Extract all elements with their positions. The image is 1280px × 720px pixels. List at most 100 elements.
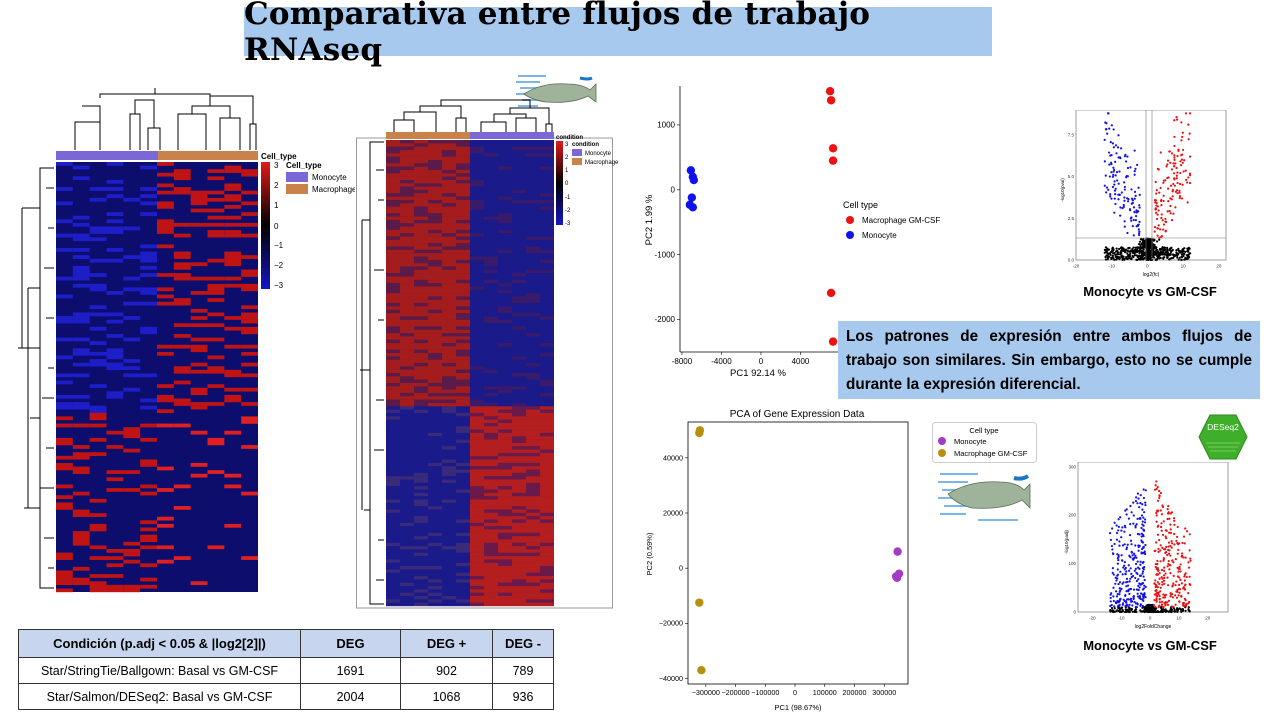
heatmap-cell — [498, 512, 512, 517]
heatmap-cell — [456, 256, 470, 261]
volcano-point — [1142, 575, 1145, 578]
volcano-point — [1153, 245, 1156, 248]
volcano-point — [1173, 610, 1177, 613]
volcano-point — [1179, 160, 1182, 163]
heatmap-cell — [526, 196, 540, 201]
heatmap-cell — [484, 462, 498, 467]
heatmap-cell — [207, 258, 225, 263]
heatmap-cell — [484, 336, 498, 340]
volcano-point — [1179, 563, 1182, 566]
heatmap-cell — [442, 293, 456, 297]
volcano-point — [1140, 526, 1143, 530]
volcano-point — [1135, 556, 1138, 559]
heatmap-cell — [56, 502, 73, 507]
heatmap-cell — [414, 256, 428, 261]
heatmap-cell — [470, 546, 484, 550]
heatmap-cell — [414, 492, 428, 497]
heatmap-cell — [512, 353, 526, 357]
heatmap-cell — [498, 246, 512, 251]
heatmap-cell — [442, 243, 456, 247]
volcano-point — [1131, 554, 1134, 557]
heatmap-cell — [512, 329, 526, 334]
heatmap-cell — [428, 356, 442, 360]
heatmap-cell — [442, 589, 456, 593]
heatmap-cell — [414, 209, 428, 214]
heatmap-cell — [386, 456, 400, 460]
heatmap-cell — [72, 452, 90, 457]
heatmap-cell — [414, 566, 428, 570]
heatmap-cell — [386, 576, 400, 580]
heatmap-cell — [414, 509, 428, 513]
heatmap-cell — [540, 519, 554, 523]
volcano-point — [1135, 496, 1138, 499]
heatmap-cell — [484, 436, 498, 440]
x-tick-label: 20 — [1205, 616, 1211, 621]
volcano-point — [1160, 247, 1164, 250]
heatmap-cell — [241, 212, 258, 216]
volcano-point — [1156, 167, 1159, 170]
heatmap-cell — [470, 582, 484, 587]
heatmap-cell — [157, 301, 174, 306]
volcano-point — [1127, 250, 1130, 253]
volcano-point — [1142, 496, 1146, 500]
volcano-point — [1116, 574, 1119, 577]
heatmap-cell — [106, 470, 124, 474]
volcano-point — [1154, 207, 1158, 211]
heatmap-cell — [512, 392, 526, 397]
heatmap-cell — [56, 337, 73, 342]
heatmap-cell — [526, 426, 540, 430]
heatmap-cell — [526, 189, 540, 194]
volcano-point — [1141, 523, 1144, 526]
heatmap-cell — [190, 391, 208, 396]
heatmap-cell — [386, 193, 400, 197]
heatmap-cell — [386, 219, 400, 224]
volcano-point — [1163, 594, 1167, 597]
volcano-point — [1179, 171, 1182, 175]
heatmap-cell — [386, 333, 400, 337]
heatmap-cell — [512, 189, 526, 194]
heatmap-cell — [456, 266, 470, 271]
volcano-point — [1167, 200, 1170, 203]
heatmap-cell — [526, 526, 540, 530]
heatmap-cell — [540, 409, 554, 414]
heatmap-cell — [498, 363, 512, 367]
heatmap-cell — [386, 466, 400, 470]
heatmap-cell — [400, 489, 414, 494]
heatmap-cell — [470, 303, 484, 307]
heatmap-cell — [414, 472, 428, 477]
volcano-point — [1111, 142, 1115, 145]
heatmap-cell — [224, 251, 242, 256]
volcano-point — [1154, 180, 1157, 184]
heatmap-cell — [428, 226, 442, 231]
heatmap-cell — [414, 219, 428, 224]
heatmap-cell — [442, 549, 456, 553]
volcano-point — [1169, 212, 1172, 215]
heatmap-cell — [414, 229, 428, 234]
heatmap-cell — [484, 446, 498, 450]
x-tick-label: 0 — [759, 357, 764, 366]
heatmap-cell — [470, 539, 484, 543]
heatmap-cell — [498, 432, 512, 437]
heatmap-cell — [498, 456, 512, 460]
volcano-point — [1121, 248, 1125, 251]
heatmap-cell — [400, 472, 414, 477]
heatmap-cell — [400, 462, 414, 467]
heatmap-cell — [89, 423, 107, 428]
heatmap-cell — [498, 273, 512, 277]
heatmap-cell — [400, 459, 414, 464]
heatmap-cell — [428, 206, 442, 211]
heatmap-cell — [512, 266, 526, 271]
heatmap-cell — [512, 373, 526, 377]
heatmap-cell — [526, 166, 540, 171]
volcano-point — [1131, 249, 1134, 253]
heatmap-cell — [400, 206, 414, 211]
volcano-point — [1144, 606, 1147, 609]
heatmap-cell — [89, 226, 107, 231]
heatmap-cell — [498, 582, 512, 587]
heatmap-cell — [428, 349, 442, 354]
heatmap-cell — [540, 476, 554, 480]
volcano-point — [1136, 592, 1139, 595]
volcano-point — [1173, 158, 1176, 161]
heatmap-cell — [386, 489, 400, 494]
heatmap-cell — [241, 169, 258, 173]
